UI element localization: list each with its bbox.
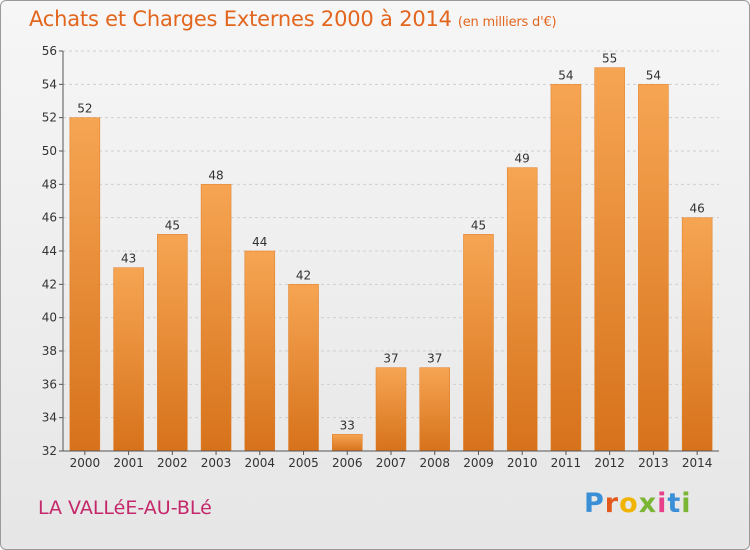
- bar: [506, 167, 538, 452]
- bar-value-label: 42: [296, 268, 311, 282]
- y-tick-label: 40: [42, 311, 57, 325]
- bar: [244, 250, 276, 452]
- logo-letter: r: [604, 488, 620, 519]
- bar: [332, 434, 363, 452]
- x-tick-label: 2010: [507, 456, 538, 470]
- logo-letter: t: [667, 488, 682, 519]
- bar-value-label: 33: [340, 418, 355, 432]
- bar-value-label: 54: [646, 68, 661, 82]
- bar-value-label: 46: [689, 202, 704, 216]
- x-tick-label: 2005: [288, 456, 319, 470]
- x-tick-label: 2006: [332, 456, 363, 470]
- chart-title: Achats et Charges Externes 2000 à 2014 (e…: [29, 7, 557, 31]
- bar-value-label: 52: [77, 102, 92, 116]
- y-tick-label: 48: [42, 177, 57, 191]
- y-tick-label: 42: [42, 277, 57, 291]
- bar-value-label: 54: [558, 68, 573, 82]
- y-tick-label: 44: [42, 244, 57, 258]
- y-tick-label: 46: [42, 211, 57, 225]
- x-tick-label: 2009: [463, 456, 494, 470]
- y-axis-ticks: 32 34 36 38 40 42 44 46 48 50 52 54 56: [42, 44, 63, 458]
- logo-letter: i: [657, 488, 668, 519]
- bar: [638, 84, 669, 452]
- x-tick-label: 2014: [682, 456, 713, 470]
- bar: [288, 284, 319, 452]
- y-tick-label: 52: [42, 111, 57, 125]
- bar: [200, 184, 232, 452]
- bar-value-label: 45: [471, 218, 486, 232]
- x-tick-label: 2011: [551, 456, 582, 470]
- bar-value-label: 45: [165, 218, 180, 232]
- bar-value-label: 43: [121, 252, 136, 266]
- x-tick-label: 2000: [70, 456, 101, 470]
- y-tick-label: 36: [42, 377, 57, 391]
- x-tick-label: 2001: [113, 456, 144, 470]
- logo-letter: i: [681, 488, 692, 519]
- y-tick-label: 38: [42, 344, 57, 358]
- y-tick-label: 56: [42, 44, 57, 58]
- bar-value-label: 44: [252, 235, 267, 249]
- bar: [113, 267, 144, 452]
- logo-letter: o: [619, 488, 639, 519]
- bar: [375, 367, 407, 452]
- logo-letter: x: [638, 488, 658, 519]
- x-tick-label: 2007: [376, 456, 407, 470]
- logo-letter: P: [584, 488, 605, 519]
- chart-unit: (en milliers d'€): [457, 15, 557, 30]
- bar-value-label: 37: [383, 352, 398, 366]
- axes: [62, 51, 719, 452]
- x-tick-label: 2004: [245, 456, 276, 470]
- proxiti-logo[interactable]: Proxiti: [584, 488, 692, 519]
- bar-value-label: 48: [208, 168, 223, 182]
- y-tick-label: 54: [42, 77, 57, 91]
- y-tick-label: 50: [42, 144, 57, 158]
- x-tick-label: 2008: [419, 456, 450, 470]
- commune-name: LA VALLéE-AU-BLé: [38, 497, 212, 519]
- bar-value-label: 37: [427, 352, 442, 366]
- chart-title-text: Achats et Charges Externes 2000 à 2014: [29, 7, 452, 31]
- bar: [463, 234, 494, 452]
- x-tick-label: 2003: [201, 456, 232, 470]
- bar: [594, 67, 625, 452]
- bar: [681, 217, 713, 452]
- bar-value-label: 49: [515, 152, 530, 166]
- bar-value-label: 55: [602, 52, 617, 66]
- x-tick-label: 2012: [594, 456, 625, 470]
- x-tick-label: 2013: [638, 456, 669, 470]
- y-tick-label: 32: [42, 444, 57, 458]
- x-tick-label: 2002: [157, 456, 188, 470]
- x-axis-ticks: 2000 2001 2002 2003 2004 2005 2006 2007 2008 2009…: [70, 451, 713, 470]
- bar: [550, 84, 582, 452]
- y-tick-label: 34: [42, 411, 57, 425]
- bar: [157, 234, 188, 452]
- bar: [419, 367, 450, 452]
- bar: [69, 117, 101, 452]
- bars: 52 43 45 48 44 42 33 37 37 45 49 54 55 54 46: [69, 52, 713, 452]
